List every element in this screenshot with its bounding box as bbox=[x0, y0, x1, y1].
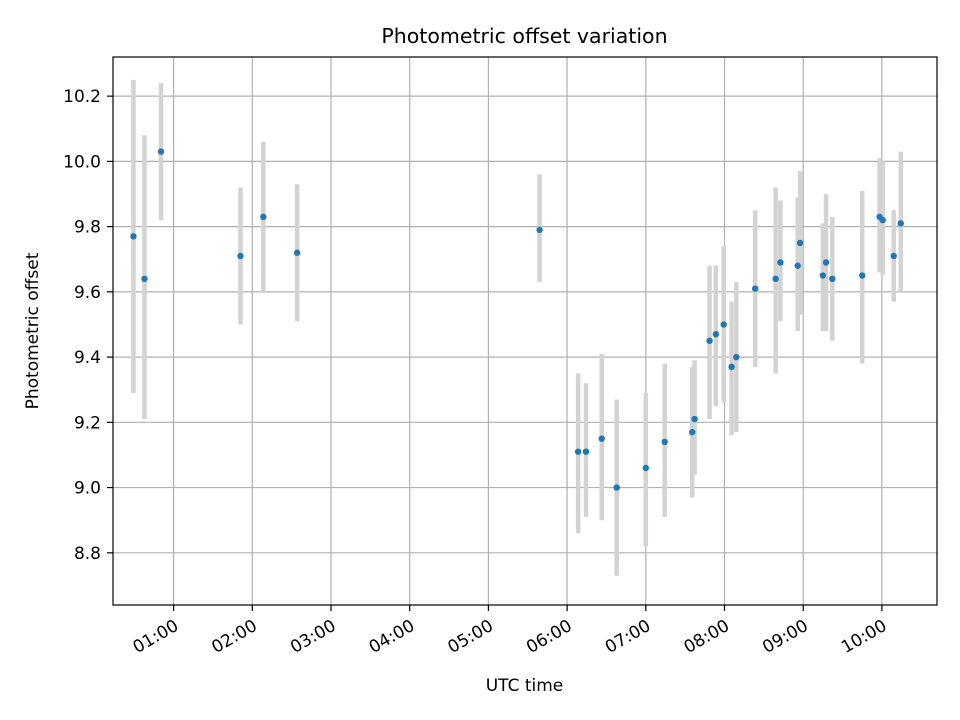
data-point bbox=[293, 249, 301, 256]
data-point bbox=[706, 337, 713, 344]
data-point bbox=[691, 415, 698, 423]
y-grid bbox=[113, 95, 937, 554]
data-point bbox=[260, 213, 267, 221]
data-point bbox=[829, 275, 836, 283]
data-point bbox=[237, 252, 244, 260]
data-point bbox=[157, 148, 165, 155]
x-axis-title: UTC time bbox=[486, 676, 564, 696]
y-axis: 8.8 9.0 9.2 9.4 9.6 9.8 10.0 10.2 bbox=[63, 87, 113, 564]
data-point bbox=[613, 484, 620, 491]
chart-title: Photometric offset variation bbox=[381, 24, 667, 48]
data-point bbox=[720, 321, 727, 328]
y-tick-label: 9.0 bbox=[74, 479, 101, 499]
data-point bbox=[879, 216, 886, 224]
y-axis-title: Photometric offset bbox=[23, 252, 43, 409]
y-tick-label: 9.4 bbox=[74, 348, 101, 368]
data-point bbox=[897, 220, 904, 227]
data-point bbox=[689, 428, 696, 436]
y-tick-label: 10.2 bbox=[63, 87, 101, 107]
data-point bbox=[130, 233, 137, 240]
data-point bbox=[728, 363, 735, 371]
data-point bbox=[794, 262, 801, 269]
data-points bbox=[130, 148, 904, 491]
data-point bbox=[777, 259, 784, 266]
y-tick-label: 8.8 bbox=[74, 544, 101, 564]
data-point bbox=[752, 285, 759, 292]
data-point bbox=[819, 272, 827, 279]
data-point bbox=[582, 448, 590, 455]
data-point bbox=[598, 435, 605, 442]
y-tick-label: 10.0 bbox=[63, 152, 101, 172]
data-point bbox=[733, 353, 740, 361]
y-tick-label: 9.2 bbox=[74, 413, 101, 433]
data-point bbox=[574, 448, 582, 455]
data-point bbox=[712, 331, 720, 338]
plot-frame bbox=[112, 56, 938, 606]
data-point bbox=[822, 259, 830, 266]
data-point bbox=[661, 438, 668, 446]
data-point bbox=[772, 275, 779, 283]
data-point bbox=[642, 464, 650, 472]
plot-area bbox=[113, 57, 937, 605]
data-point bbox=[141, 275, 148, 283]
data-point bbox=[796, 239, 804, 247]
y-tick-label: 9.6 bbox=[74, 283, 101, 303]
data-point bbox=[890, 252, 897, 260]
y-tick-label: 9.8 bbox=[74, 218, 101, 238]
data-point bbox=[859, 272, 866, 279]
data-point bbox=[536, 226, 543, 234]
